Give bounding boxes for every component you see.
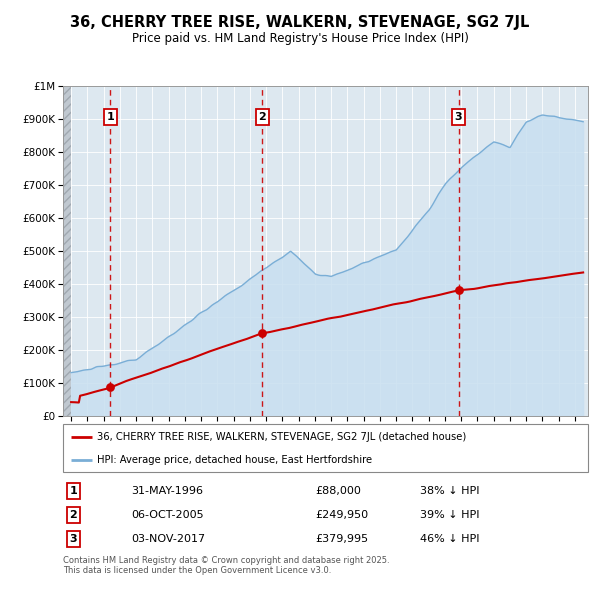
Text: 31-MAY-1996: 31-MAY-1996 (131, 486, 203, 496)
Text: 1: 1 (107, 112, 115, 122)
Text: 36, CHERRY TREE RISE, WALKERN, STEVENAGE, SG2 7JL: 36, CHERRY TREE RISE, WALKERN, STEVENAGE… (70, 15, 530, 30)
Point (106, 382, 115, 392)
Text: 3: 3 (70, 534, 77, 544)
Point (454, 286, 463, 295)
Text: Contains HM Land Registry data © Crown copyright and database right 2025.
This d: Contains HM Land Registry data © Crown c… (63, 556, 389, 575)
Text: £379,995: £379,995 (315, 534, 368, 544)
Text: Price paid vs. HM Land Registry's House Price Index (HPI): Price paid vs. HM Land Registry's House … (131, 32, 469, 45)
Point (257, 329, 267, 338)
Bar (63, 86, 71, 416)
Text: 2: 2 (259, 112, 266, 122)
Text: £249,950: £249,950 (315, 510, 368, 520)
Text: HPI: Average price, detached house, East Hertfordshire: HPI: Average price, detached house, East… (97, 455, 372, 465)
Text: 1: 1 (70, 486, 77, 496)
Text: £88,000: £88,000 (315, 486, 361, 496)
FancyBboxPatch shape (63, 424, 588, 472)
Text: 03-NOV-2017: 03-NOV-2017 (131, 534, 205, 544)
Text: 3: 3 (455, 112, 463, 122)
Text: 36, CHERRY TREE RISE, WALKERN, STEVENAGE, SG2 7JL (detached house): 36, CHERRY TREE RISE, WALKERN, STEVENAGE… (97, 432, 466, 442)
Text: 06-OCT-2005: 06-OCT-2005 (131, 510, 204, 520)
Text: 2: 2 (70, 510, 77, 520)
Text: 39% ↓ HPI: 39% ↓ HPI (420, 510, 479, 520)
Text: 38% ↓ HPI: 38% ↓ HPI (420, 486, 479, 496)
Text: 46% ↓ HPI: 46% ↓ HPI (420, 534, 479, 544)
